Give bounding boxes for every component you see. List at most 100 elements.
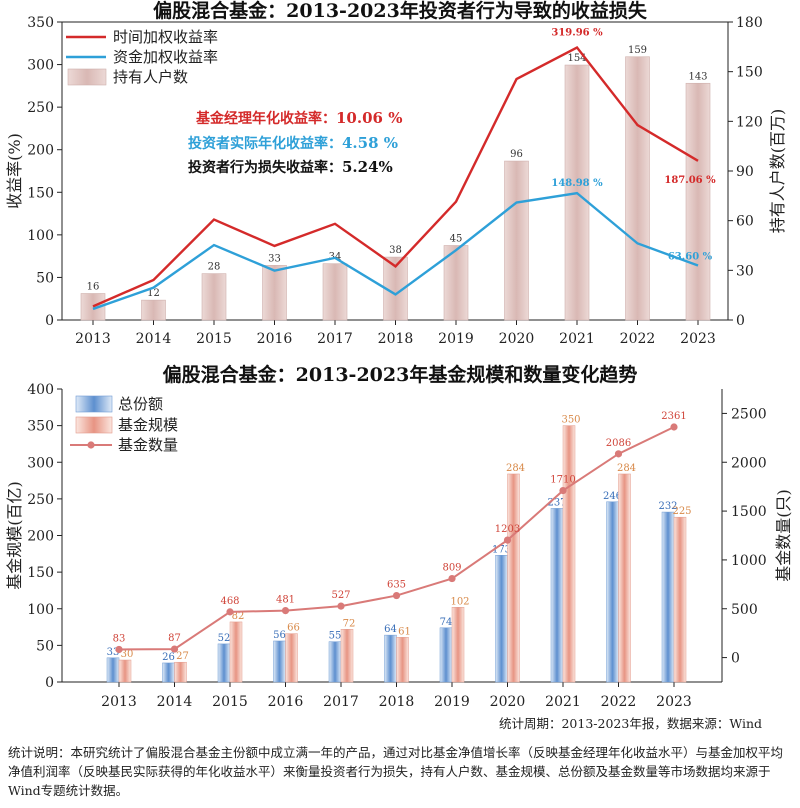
scale-bar-label: 66: [287, 623, 300, 634]
scale-bar: [118, 659, 132, 683]
y2-tick-label: 180: [736, 15, 763, 31]
y-tick-label: 150: [27, 185, 54, 201]
footer-note: 统计说明：本研究统计了偏股混合基金主份额中成立满一年的产品，通过对比基金净值增长…: [8, 745, 784, 798]
holder-bar: [625, 56, 650, 321]
scale-bar: [174, 661, 187, 683]
y2-tick-label: 0: [736, 313, 745, 329]
fund-count-label: 2086: [606, 438, 631, 449]
scale-bar: [285, 633, 298, 683]
point-label: 319.96 %: [551, 28, 603, 39]
y-tick-label: 300: [27, 455, 54, 471]
fund-count-point: [670, 423, 678, 431]
holder-bar-label: 45: [450, 234, 463, 245]
y2-tick-label: 150: [736, 65, 763, 81]
holder-bar-label: 12: [147, 288, 160, 299]
legend-label: 持有人户数: [113, 68, 188, 86]
x-tick-label: 2023: [680, 331, 716, 347]
holder-bar: [443, 245, 469, 321]
annotation-label: 投资者实际年化收益率：: [188, 135, 342, 152]
scale-bar-label: 102: [450, 596, 469, 607]
y-tick-label: 0: [45, 313, 54, 329]
y2-tick-label: 0: [731, 651, 740, 667]
scale-bar-label: 284: [506, 463, 525, 474]
share-bar: [162, 662, 175, 683]
share-bar-label: 26: [162, 652, 175, 663]
share-bar-label: 56: [273, 630, 286, 641]
scale-bar: [618, 473, 631, 683]
legend-label: 基金规模: [118, 416, 178, 434]
scale-bar-label: 27: [176, 651, 189, 662]
scale-bar-label: 30: [121, 649, 134, 660]
annotation-label: 基金经理年化收益率：: [196, 110, 336, 127]
fund-count-point: [559, 486, 567, 495]
scale-bar: [507, 473, 520, 683]
x-tick-label: 2017: [323, 694, 359, 710]
y-tick-label: 50: [36, 638, 54, 654]
y2-tick-label: 500: [731, 602, 758, 618]
scale-bar-label: 72: [343, 618, 356, 629]
holder-bar-label: 143: [688, 71, 707, 82]
y-axis-label: 基金规模(百亿): [5, 481, 24, 590]
fund-count-label: 468: [220, 596, 239, 607]
holder-bar-label: 159: [628, 45, 647, 56]
holder-bar-label: 16: [87, 282, 100, 293]
share-bar-label: 52: [218, 633, 231, 644]
x-tick-label: 2021: [559, 331, 595, 347]
holder-bar-label: 38: [389, 245, 402, 256]
y-tick-label: 100: [27, 228, 54, 244]
y2-axis-label: 基金数量(只): [774, 489, 793, 582]
annotation: 基金经理年化收益率：10.06 %: [196, 109, 402, 127]
scale-bar: [229, 621, 243, 683]
y-tick-label: 400: [27, 382, 54, 398]
scale-bar-label: 61: [398, 626, 411, 637]
share-bar: [328, 641, 342, 683]
share-bar: [661, 511, 675, 683]
fund-scale-chart: 偏股混合基金：2013-2023年基金规模和数量变化趋势 0 50 100 150 200…: [5, 363, 793, 710]
fund-count-point: [337, 602, 345, 610]
share-bar-label: 33: [107, 647, 120, 658]
fund-count-label: 635: [387, 580, 406, 591]
share-bar-label: 173: [492, 544, 511, 555]
holder-bar-label: 33: [268, 253, 281, 264]
y-tick-label: 350: [27, 419, 54, 435]
y-tick-label: 200: [27, 143, 54, 159]
share-bar: [384, 634, 397, 683]
x-tick-label: 2019: [434, 694, 470, 710]
holder-bar: [201, 273, 227, 321]
y2-tick-label: 2000: [731, 455, 767, 471]
share-bar: [273, 640, 286, 683]
annotation: 投资者实际年化收益率：4.58 %: [188, 134, 398, 152]
annotation-value: 5.24%: [342, 158, 393, 176]
legend-count-marker: [87, 441, 95, 449]
fund-count-point: [115, 645, 123, 654]
annotation-label: 投资者行为损失收益率：: [188, 159, 342, 176]
share-bar: [106, 657, 120, 683]
legend-label: 资金加权收益率: [113, 48, 218, 66]
y2-axis-label: 持有人户数(百万): [768, 109, 787, 234]
scale-bar: [396, 637, 409, 683]
y2-tick-label: 2500: [731, 406, 767, 422]
share-bar-label: 232: [658, 501, 677, 512]
fund-count-label: 1710: [550, 475, 575, 486]
x-tick-label: 2016: [268, 694, 304, 710]
y2-tick-label: 1000: [731, 553, 767, 569]
scale-bar: [673, 516, 687, 683]
fund-count-label: 809: [442, 563, 461, 574]
fund-count-point: [281, 607, 290, 615]
y2-tick-label: 60: [736, 214, 754, 230]
holder-bar-label: 96: [510, 149, 523, 160]
fund-count-point: [448, 574, 456, 583]
y-tick-label: 0: [45, 675, 54, 691]
source-note: 统计周期：2013-2023年报，数据来源：Wind: [498, 716, 762, 731]
x-tick-label: 2022: [601, 694, 637, 710]
fund-count-point: [226, 608, 234, 616]
scale-bar-label: 82: [232, 611, 245, 622]
scale-bar: [451, 607, 465, 683]
scale-bar-label: 284: [617, 463, 636, 474]
holder-bar: [141, 299, 166, 321]
x-tick-label: 2017: [317, 331, 353, 347]
share-bar: [550, 508, 564, 683]
share-bar-label: 64: [384, 624, 397, 635]
x-tick-label: 2023: [656, 694, 692, 710]
y-tick-label: 150: [27, 565, 54, 581]
